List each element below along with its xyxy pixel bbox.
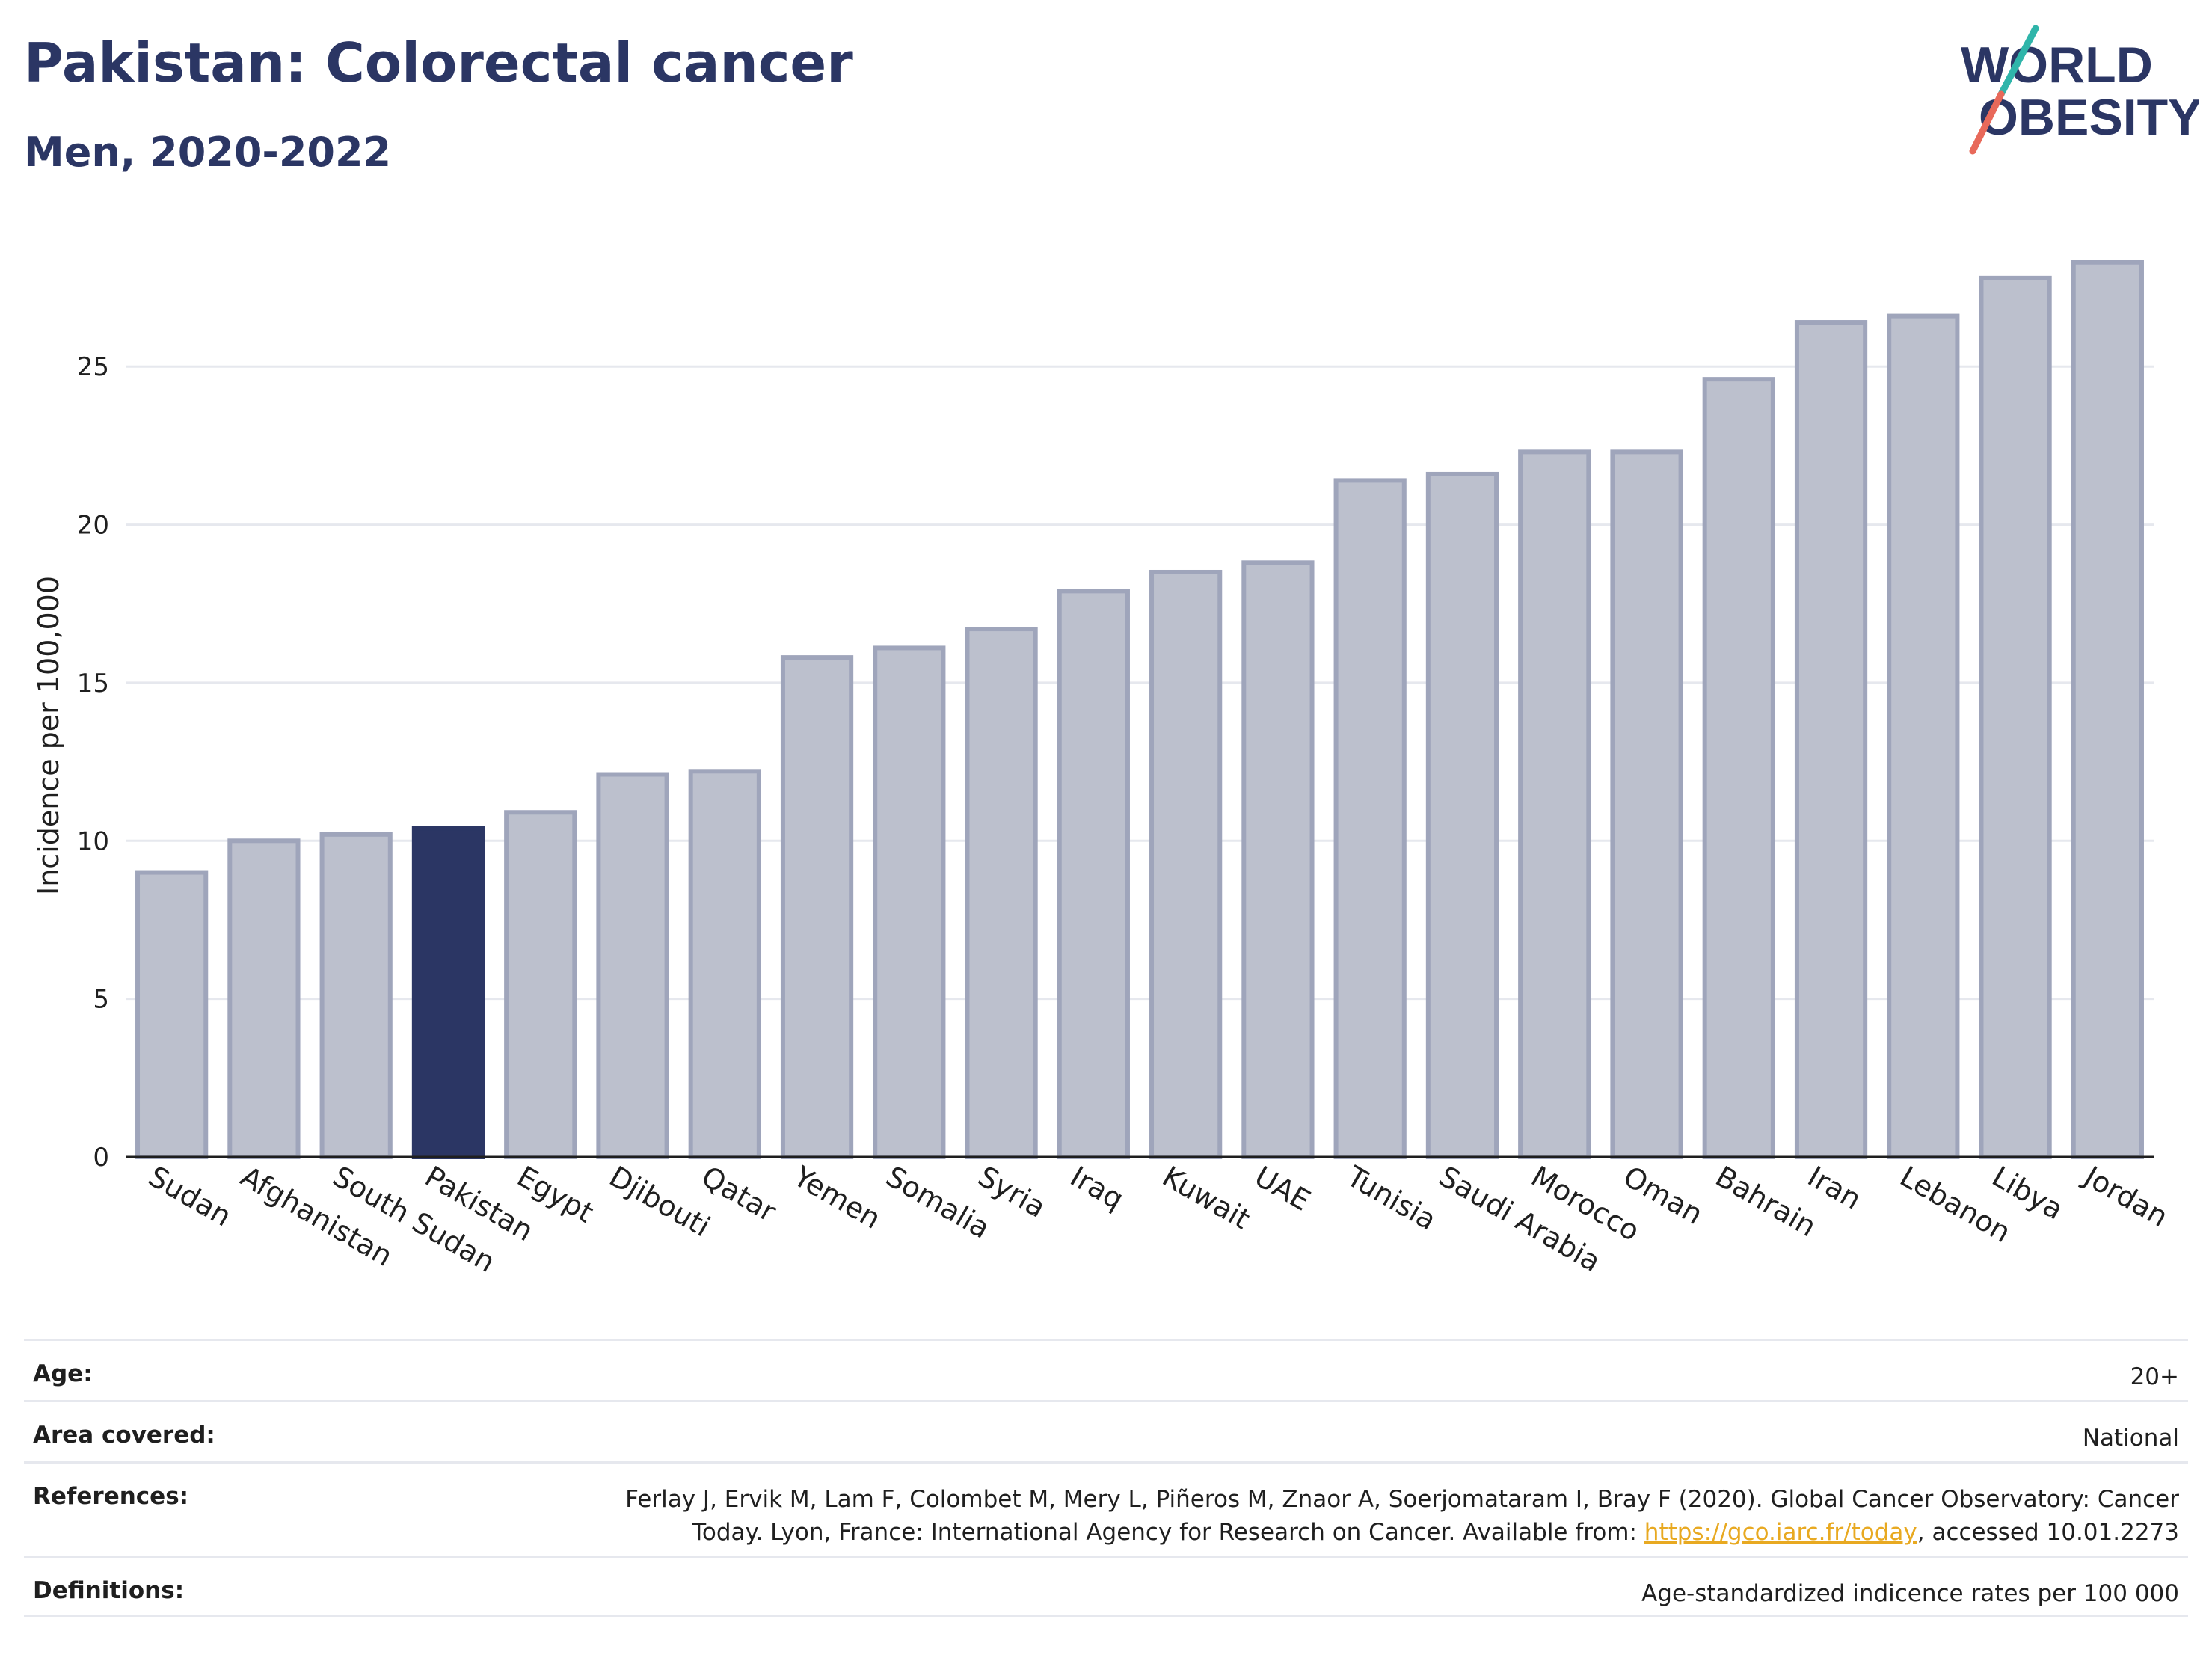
- page-title: Pakistan: Colorectal cancer: [24, 31, 853, 94]
- bar-syria: [965, 627, 1038, 1159]
- x-tick-label: Tunisia: [1341, 1159, 1442, 1237]
- y-tick-label: 20: [77, 511, 109, 541]
- definitions-value: Age-standardized indicence rates per 100…: [1641, 1580, 2179, 1607]
- bar-iran: [1794, 320, 1868, 1160]
- bar-south-sudan: [319, 832, 393, 1159]
- references-value: Ferlay J, Ervik M, Lam F, Colombet M, Me…: [625, 1464, 2179, 1549]
- bar-djibouti: [596, 772, 669, 1160]
- bar-libya: [1979, 275, 2052, 1160]
- y-tick-label: 15: [77, 669, 109, 698]
- y-tick-label: 5: [93, 985, 109, 1015]
- bar-oman: [1610, 449, 1683, 1159]
- bar-pakistan: [411, 826, 485, 1159]
- info-row-references: References: Ferlay J, Ervik M, Lam F, Co…: [24, 1461, 2188, 1556]
- bar-uae: [1241, 560, 1315, 1159]
- bar-qatar: [688, 769, 761, 1159]
- bar-afghanistan: [227, 838, 301, 1159]
- x-tick-label: Bahrain: [1710, 1160, 1822, 1244]
- bar-bahrain: [1702, 377, 1775, 1160]
- age-label: Age:: [33, 1360, 93, 1387]
- bar-lebanon: [1887, 313, 1960, 1159]
- bar-jordan: [2071, 260, 2144, 1159]
- area-value: National: [2082, 1425, 2179, 1452]
- references-text-1: Ferlay J, Ervik M, Lam F, Colombet M, Me…: [625, 1486, 2179, 1513]
- references-link[interactable]: https://gco.iarc.fr/today: [1644, 1519, 1917, 1546]
- age-value: 20+: [2130, 1363, 2179, 1390]
- bar-somalia: [873, 645, 946, 1159]
- definitions-label: Definitions:: [33, 1577, 185, 1604]
- x-tick-label: UAE: [1249, 1160, 1315, 1218]
- info-row-area: Area covered: National: [24, 1400, 2188, 1461]
- x-tick-label: Iraq: [1065, 1160, 1129, 1216]
- x-tick-label: Djibouti: [604, 1160, 716, 1244]
- bar-sudan: [135, 870, 209, 1159]
- y-tick-label: 0: [93, 1143, 109, 1173]
- references-label: References:: [33, 1483, 189, 1510]
- x-tick-label: Yemen: [787, 1159, 886, 1235]
- page-subtitle: Men, 2020-2022: [24, 129, 392, 176]
- bar-egypt: [504, 810, 577, 1159]
- x-tick-label: Iran: [1802, 1160, 1867, 1216]
- bar-morocco: [1518, 449, 1591, 1159]
- world-obesity-logo: WORLD OBESITY: [1961, 25, 2199, 155]
- bar-yemen: [780, 655, 854, 1159]
- info-row-definitions: Definitions: Age-standardized indicence …: [24, 1556, 2188, 1617]
- y-axis-label: Incidence per 100,000: [32, 576, 65, 895]
- x-tick-label: Sudan: [143, 1160, 237, 1233]
- bar-kuwait: [1149, 569, 1223, 1159]
- references-text-2: Today. Lyon, France: International Agenc…: [692, 1519, 1644, 1546]
- info-table: Age: 20+ Area covered: National Referenc…: [24, 1339, 2188, 1617]
- bar-iraq: [1057, 589, 1130, 1159]
- x-tick-label: Kuwait: [1157, 1160, 1256, 1236]
- y-tick-label: 25: [77, 352, 109, 382]
- references-text-3: , accessed 10.01.2273: [1917, 1519, 2179, 1546]
- area-label: Area covered:: [33, 1422, 215, 1449]
- x-tick-label: Somalia: [880, 1160, 995, 1245]
- y-tick-label: 10: [77, 826, 109, 856]
- bar-saudi-arabia: [1425, 471, 1499, 1159]
- x-tick-label: Jordan: [2077, 1159, 2173, 1234]
- bar-tunisia: [1333, 478, 1407, 1159]
- logo-line2: OBESITY: [1979, 89, 2199, 146]
- info-row-age: Age: 20+: [24, 1339, 2188, 1400]
- logo-line1: WORLD: [1961, 37, 2153, 93]
